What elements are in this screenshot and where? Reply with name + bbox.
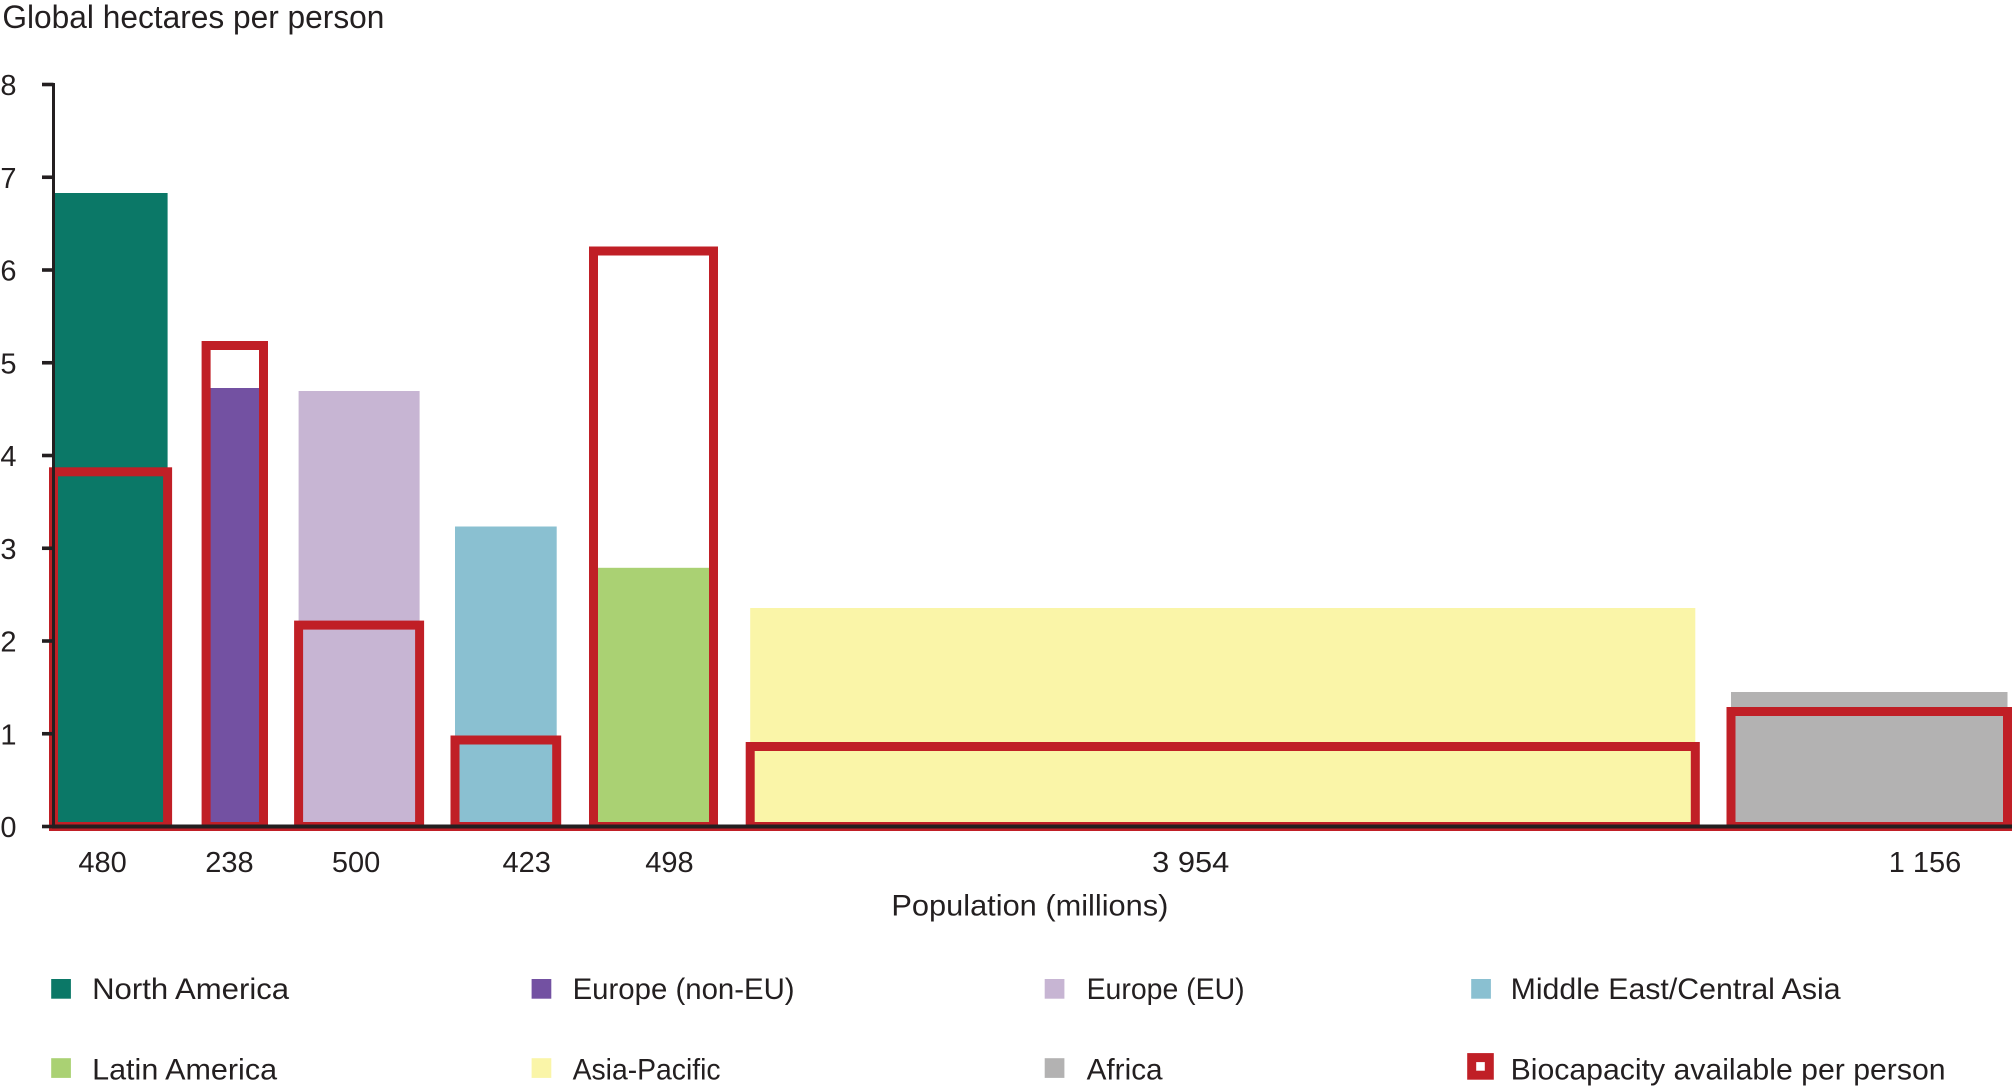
svg-text:Europe (EU): Europe (EU) — [1087, 973, 1245, 1006]
svg-text:480: 480 — [78, 847, 126, 879]
svg-text:North America: North America — [92, 973, 289, 1006]
svg-text:6: 6 — [0, 256, 16, 288]
svg-text:4: 4 — [0, 441, 16, 473]
svg-text:500: 500 — [332, 847, 380, 879]
svg-text:Global hectares per person: Global hectares per person — [2, 0, 384, 35]
svg-text:238: 238 — [205, 847, 253, 879]
svg-text:8: 8 — [0, 70, 16, 102]
svg-text:Africa: Africa — [1087, 1053, 1163, 1086]
svg-text:423: 423 — [503, 847, 551, 879]
svg-text:1: 1 — [0, 719, 16, 751]
svg-text:498: 498 — [645, 847, 693, 879]
svg-text:Asia-Pacific: Asia-Pacific — [573, 1053, 721, 1086]
svg-text:5: 5 — [0, 348, 16, 380]
svg-text:0: 0 — [0, 812, 16, 844]
svg-text:2: 2 — [0, 627, 16, 659]
svg-text:3: 3 — [0, 534, 16, 566]
svg-text:1 156: 1 156 — [1889, 847, 1962, 879]
svg-text:Latin America: Latin America — [92, 1053, 277, 1086]
svg-text:7: 7 — [0, 163, 16, 195]
svg-text:Middle East/Central Asia: Middle East/Central Asia — [1511, 973, 1841, 1006]
svg-text:Biocapacity available per pers: Biocapacity available per person — [1511, 1053, 1946, 1086]
svg-text:Population (millions): Population (millions) — [891, 890, 1168, 923]
svg-text:Europe (non-EU): Europe (non-EU) — [573, 973, 795, 1006]
svg-text:3 954: 3 954 — [1152, 847, 1229, 879]
